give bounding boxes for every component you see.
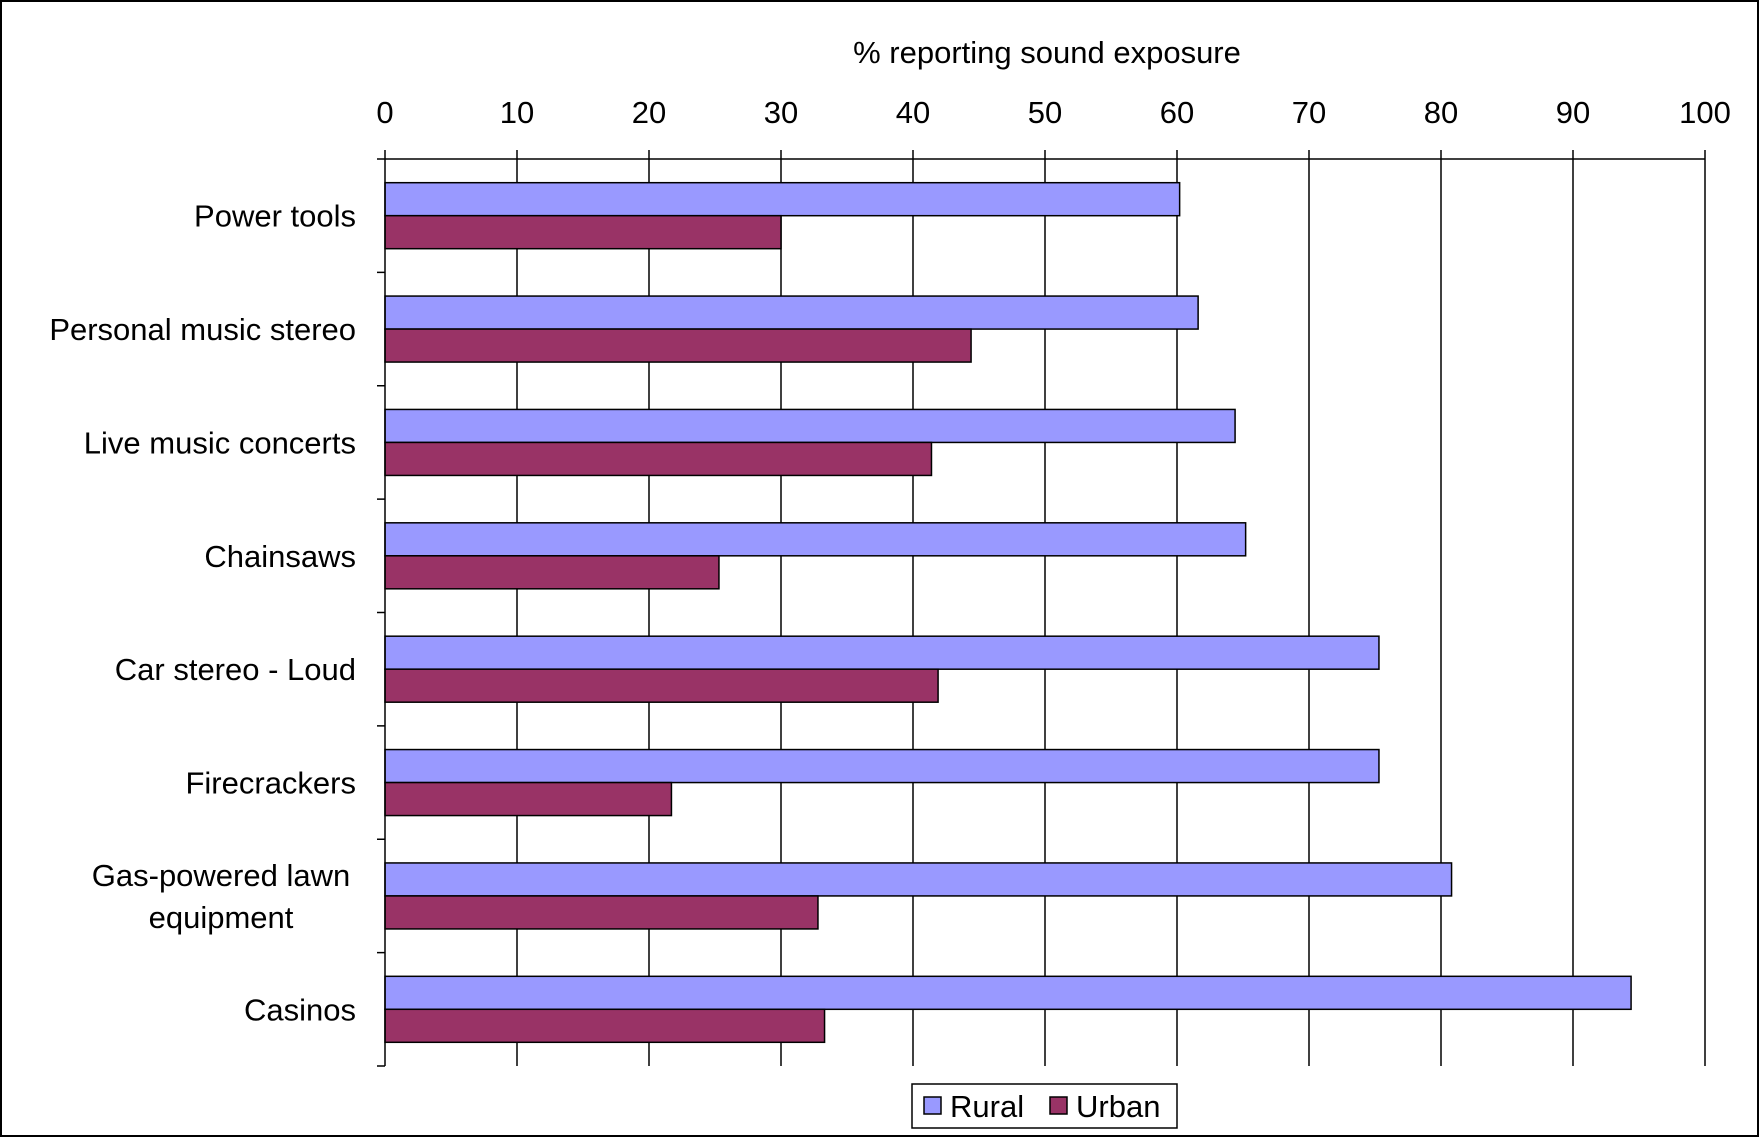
category-label-7: Casinos [244,992,356,1027]
bar-urban-6 [384,895,819,930]
legend-swatch-rural [923,1096,942,1115]
legend-label-urban: Urban [1076,1089,1160,1124]
category-label-6-line-1: equipment [149,900,294,935]
bar-rural-3 [384,522,1247,557]
category-label-5: Firecrackers [185,766,356,801]
category-label-4: Car stereo - Loud [115,652,356,687]
legend-box [911,1083,1178,1129]
category-label-0: Power tools [194,199,356,234]
bar-rural-5 [384,748,1380,784]
category-label-1: Personal music stereo [49,312,356,347]
x-tick-label-40: 40 [896,95,930,130]
bar-rural-0 [384,181,1181,217]
bar-rural-6 [384,862,1453,897]
bar-urban-3 [384,555,720,590]
axes: Power tools Personal music stereo Live mus… [49,95,1731,1067]
bar-urban-7 [384,1008,826,1044]
bar-rural-1 [384,295,1199,330]
x-tick-label-100: 100 [1679,95,1731,130]
bar-urban-2 [384,441,933,477]
bar-urban-1 [384,328,972,363]
bar-rural-7 [384,975,1632,1011]
category-label-2: Live music concerts [84,425,356,460]
x-tick-label-60: 60 [1160,95,1194,130]
bar-urban-4 [384,668,939,703]
legend: Rural Urban [911,1083,1178,1129]
x-tick-label-0: 0 [376,95,393,130]
legend-label-rural: Rural [950,1089,1024,1124]
category-label-3: Chainsaws [204,539,356,574]
bars [384,181,1632,1044]
x-tick-label-50: 50 [1028,95,1062,130]
x-tick-label-90: 90 [1556,95,1590,130]
bar-urban-0 [384,214,782,250]
bar-rural-4 [384,635,1380,670]
x-tick-label-20: 20 [632,95,666,130]
x-tick-label-70: 70 [1292,95,1326,130]
legend-swatch-urban [1049,1096,1068,1115]
x-axis-title: % reporting sound exposure [853,35,1241,70]
bar-rural-2 [384,408,1236,444]
bar-urban-5 [384,781,673,817]
x-tick-label-10: 10 [500,95,534,130]
category-label-6-line-0: Gas-powered lawn [92,858,350,893]
x-tick-label-30: 30 [764,95,798,130]
x-tick-label-80: 80 [1424,95,1458,130]
